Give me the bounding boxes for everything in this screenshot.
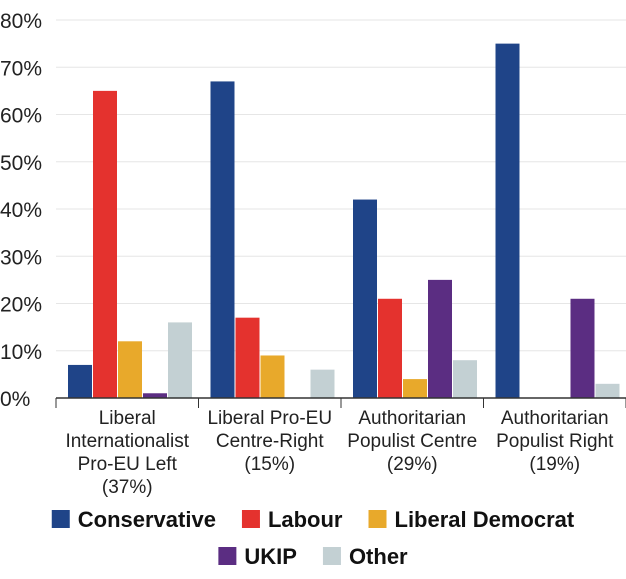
y-tick-label: 80% [0, 10, 42, 33]
x-category-label: Liberal Pro-EU Centre-Right (15%) [207, 408, 332, 475]
y-tick-label: 40% [0, 199, 42, 222]
legend: Conservative Labour Liberal Democrat UKIP Ot… [51, 507, 575, 569]
x-axis [55, 397, 626, 408]
bar-conservative [210, 81, 235, 399]
bar-other [595, 383, 620, 398]
legend-label-conservative: Conservative [78, 507, 216, 532]
y-tick-label: 70% [0, 57, 42, 80]
legend-label-liberal-democrat: Liberal Democrat [395, 507, 575, 532]
legend-swatch-ukip [218, 547, 237, 565]
bar-labour [93, 90, 117, 398]
x-category-label: Authoritarian Populist Centre (29%) [347, 408, 477, 475]
y-tick-label: 50% [0, 152, 42, 175]
bar-liberal-democrat [260, 355, 285, 398]
bar-liberal-democrat [403, 379, 427, 398]
bar-ukip [570, 298, 595, 398]
y-axis-ticks: 0% 10% 20% 30% 40% 50% 60% 70% 80% [0, 10, 42, 411]
y-tick-label: 30% [0, 246, 42, 269]
bar-ukip [143, 393, 167, 398]
bar-liberal-democrat [118, 341, 142, 398]
x-category-label: Authoritarian Populist Right (19%) [496, 408, 614, 475]
legend-swatch-conservative [51, 510, 70, 528]
legend-swatch-liberal-democrat [368, 510, 387, 528]
bar-conservative [68, 364, 92, 398]
x-category-label: Liberal Internationalist Pro-EU Left (37%) [65, 408, 189, 498]
y-tick-label: 0% [0, 388, 30, 411]
bar-conservative [353, 199, 377, 398]
bar-other [453, 360, 477, 398]
bar-labour [378, 298, 402, 398]
y-tick-label: 10% [0, 341, 42, 364]
legend-label-other: Other [349, 544, 408, 569]
gridlines [56, 19, 626, 352]
y-tick-label: 60% [0, 105, 42, 128]
y-tick-label: 20% [0, 294, 42, 317]
legend-swatch-other [322, 547, 341, 565]
legend-label-ukip: UKIP [244, 544, 297, 569]
bar-ukip [428, 279, 452, 398]
category-labels: Liberal Internationalist Pro-EU Left (37%) L… [65, 408, 614, 498]
legend-label-labour: Labour [268, 507, 343, 532]
bar-other [168, 322, 192, 398]
bar-conservative [495, 43, 520, 398]
legend-swatch-labour [241, 510, 260, 528]
bars [68, 43, 620, 399]
bar-other [310, 369, 335, 398]
bar-labour [235, 317, 260, 398]
